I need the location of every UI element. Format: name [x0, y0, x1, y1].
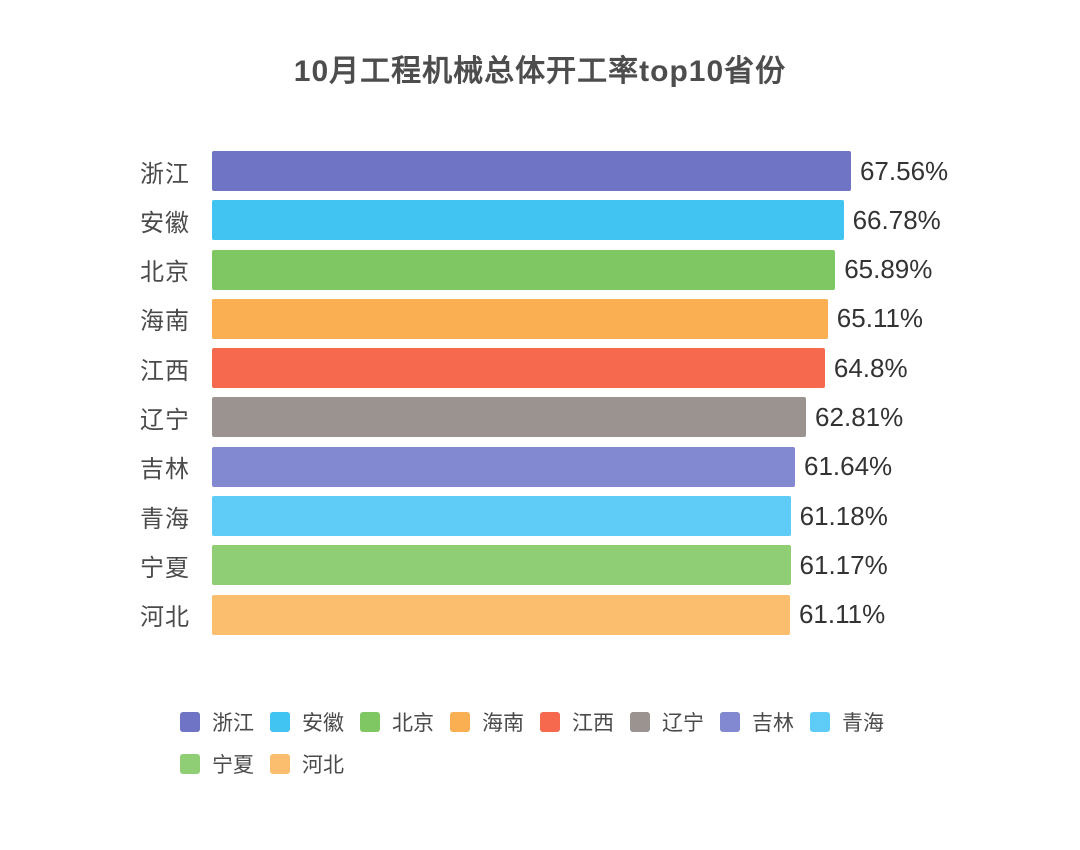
bar-row: 北京 65.89% — [0, 249, 1080, 290]
bar-track: 61.11% — [212, 594, 1080, 635]
bar — [212, 249, 836, 290]
legend-item: 青海 — [810, 707, 900, 737]
category-label: 青海 — [140, 505, 190, 533]
bar-track: 66.78% — [212, 200, 1080, 241]
legend-item: 浙江 — [180, 707, 270, 737]
value-label: 61.64% — [803, 451, 893, 482]
bar-row: 浙江 67.56% — [0, 151, 1080, 191]
legend-item: 吉林 — [720, 707, 810, 737]
legend-item: 北京 — [360, 707, 450, 737]
legend-label: 浙江 — [212, 712, 254, 735]
category-label: 宁夏 — [140, 554, 190, 582]
chart-legend: 浙江 安徽 北京 海南 江西 辽宁 吉林 青海宁夏 河北 — [180, 707, 920, 779]
category-label: 海南 — [140, 308, 190, 336]
bar-plot: 浙江 67.56% 安徽 66.78% 北京 65.89% 海南 65.11% 江西 64.8% 辽… — [0, 151, 1080, 644]
legend-item: 辽宁 — [630, 707, 720, 737]
category-label: 安徽 — [140, 209, 190, 237]
legend-swatch-icon — [720, 712, 740, 732]
value-label: 65.89% — [844, 254, 933, 285]
bar-track: 65.89% — [212, 249, 1080, 290]
bar — [212, 446, 795, 487]
legend-item: 河北 — [270, 749, 360, 779]
bar-row: 安徽 66.78% — [0, 200, 1080, 241]
value-label: 61.18% — [799, 500, 888, 531]
legend-label: 江西 — [572, 712, 614, 735]
legend-swatch-icon — [630, 712, 650, 732]
legend-swatch-icon — [810, 712, 830, 732]
bar-row: 河北 61.11% — [0, 594, 1080, 635]
bar — [212, 594, 790, 635]
legend-item: 安徽 — [270, 707, 360, 737]
bar-track: 61.64% — [212, 446, 1080, 487]
legend-label: 宁夏 — [212, 754, 254, 777]
legend-label: 河北 — [302, 754, 344, 777]
legend-swatch-icon — [540, 712, 560, 732]
category-label: 江西 — [140, 357, 190, 385]
bar — [212, 151, 851, 191]
legend-label: 青海 — [842, 712, 884, 735]
bar — [212, 545, 791, 586]
legend-label: 北京 — [392, 712, 434, 735]
legend-label: 辽宁 — [662, 712, 704, 735]
legend-item: 江西 — [540, 707, 630, 737]
bar-row: 青海 61.18% — [0, 496, 1080, 537]
bar-row: 吉林 61.64% — [0, 446, 1080, 487]
bar-track: 67.56% — [212, 151, 1080, 191]
value-label: 62.81% — [815, 401, 904, 432]
value-label: 64.8% — [833, 352, 908, 383]
legend-item: 宁夏 — [180, 749, 270, 779]
bar-track: 62.81% — [212, 397, 1080, 438]
legend-swatch-icon — [450, 712, 470, 732]
legend-swatch-icon — [180, 754, 200, 774]
value-label: 61.17% — [799, 549, 888, 580]
legend-label: 安徽 — [302, 712, 344, 735]
bar — [212, 298, 828, 339]
legend-swatch-icon — [270, 712, 290, 732]
bar-track: 64.8% — [212, 348, 1080, 389]
bar-row: 宁夏 61.17% — [0, 545, 1080, 586]
value-label: 61.11% — [798, 599, 886, 630]
category-label: 北京 — [140, 259, 190, 287]
legend-label: 海南 — [482, 712, 524, 735]
bar-row: 海南 65.11% — [0, 298, 1080, 339]
bar-track: 61.17% — [212, 545, 1080, 586]
bar — [212, 397, 807, 438]
value-label: 66.78% — [852, 204, 941, 235]
value-label: 65.11% — [836, 303, 924, 334]
legend-label: 吉林 — [752, 712, 794, 735]
legend-swatch-icon — [180, 712, 200, 732]
legend-item: 海南 — [450, 707, 540, 737]
category-label: 辽宁 — [140, 406, 190, 434]
legend-swatch-icon — [270, 754, 290, 774]
category-label: 吉林 — [140, 456, 190, 484]
bar — [212, 496, 791, 537]
value-label: 67.56% — [859, 155, 949, 186]
bar-row: 辽宁 62.81% — [0, 397, 1080, 438]
category-label: 河北 — [140, 604, 190, 632]
bar-track: 61.18% — [212, 496, 1080, 537]
bar-row: 江西 64.8% — [0, 348, 1080, 389]
legend-swatch-icon — [360, 712, 380, 732]
chart-title: 10月工程机械总体开工率top10省份 — [293, 55, 787, 88]
bar — [212, 200, 844, 241]
bar — [212, 348, 825, 389]
bar-track: 65.11% — [212, 298, 1080, 339]
category-label: 浙江 — [140, 160, 190, 188]
